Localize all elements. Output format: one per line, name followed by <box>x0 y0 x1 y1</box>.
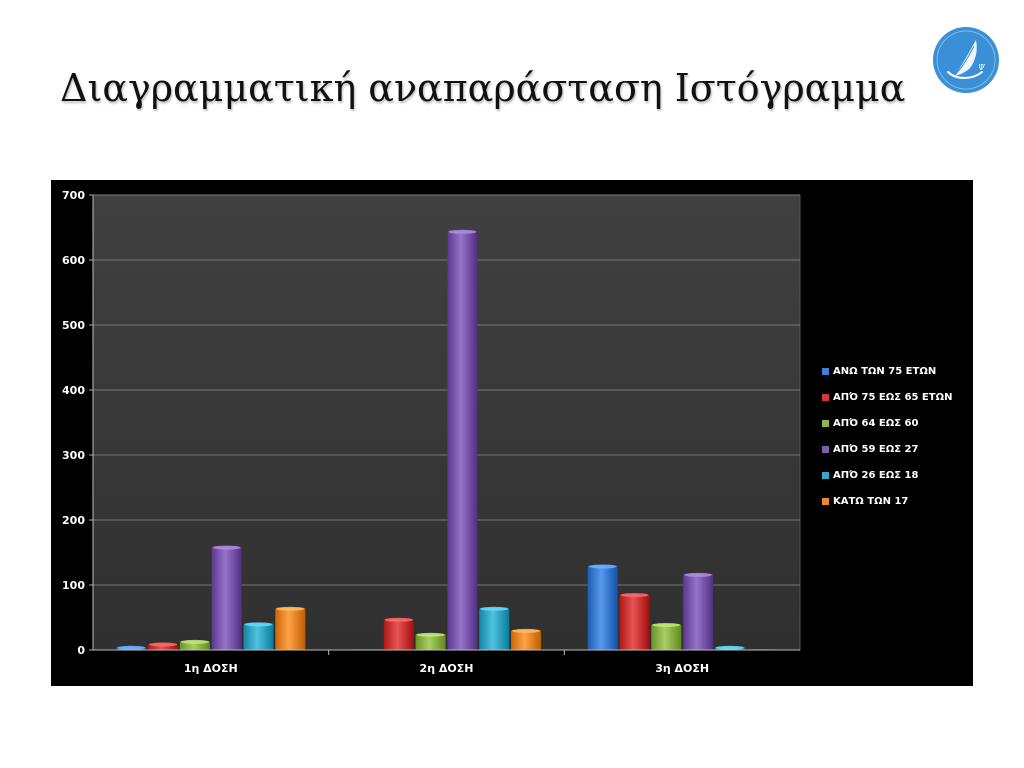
bar <box>243 623 274 650</box>
legend-item: ΑΠΌ 26 ΕΩΣ 18 <box>822 462 970 488</box>
bar <box>415 633 446 651</box>
slide-title: Διαγραμματική αναπαράσταση Ιστόγραμμα <box>60 66 906 110</box>
y-tick-label: 700 <box>62 189 85 202</box>
bar-highlight <box>276 606 305 611</box>
x-tick-label: 1η ΔΟΣΗ <box>184 662 238 675</box>
bar-highlight <box>588 564 617 569</box>
bar-highlight <box>117 645 146 650</box>
bar <box>383 618 414 650</box>
legend-item: ΑΠΌ 64 ΕΩΣ 60 <box>822 410 970 436</box>
bar-highlight <box>620 593 649 598</box>
bar-highlight <box>384 617 413 622</box>
legend-swatch <box>822 393 829 401</box>
legend-swatch <box>822 497 829 505</box>
legend-label: ΑΠΌ 26 ΕΩΣ 18 <box>833 469 919 481</box>
legend-label: ΑΠΌ 59 ΕΩΣ 27 <box>833 443 919 455</box>
legend-item: ΚΑΤΩ ΤΩΝ 17 <box>822 488 970 514</box>
bar <box>479 607 510 651</box>
bar <box>275 607 306 651</box>
x-tick-label: 3η ΔΟΣΗ <box>655 662 709 675</box>
y-tick-label: 300 <box>62 449 85 462</box>
chart-container: 0 100 200 300 400 500 600 700 1η ΔΟΣΗ 2η ΔΟΣΗ 3η Δ… <box>51 180 973 686</box>
bar <box>211 546 242 650</box>
y-tick-label: 100 <box>62 579 85 592</box>
y-tick-label: 400 <box>62 384 85 397</box>
bar <box>651 624 682 650</box>
bar-highlight <box>715 645 744 650</box>
bar-chart: 0 100 200 300 400 500 600 700 1η ΔΟΣΗ 2η ΔΟΣΗ 3η Δ… <box>62 189 801 675</box>
legend-item: ΑΠΌ 75 ΕΩΣ 65 ΕΤΩΝ <box>822 384 970 410</box>
quill-feather-icon: Ψ <box>933 27 999 93</box>
bar <box>683 573 714 650</box>
y-tick-label: 0 <box>77 644 85 657</box>
legend-swatch <box>822 445 829 453</box>
bar <box>619 594 650 650</box>
logo: Ψ <box>932 26 1000 94</box>
legend-label: ΚΑΤΩ ΤΩΝ 17 <box>833 495 909 507</box>
bar <box>447 230 478 651</box>
chart-legend: ΑΝΩ ΤΩΝ 75 ΕΤΩΝ ΑΠΌ 75 ΕΩΣ 65 ΕΤΩΝ ΑΠΌ 6… <box>822 358 970 514</box>
legend-label: ΑΠΌ 64 ΕΩΣ 60 <box>833 417 919 429</box>
legend-swatch <box>822 419 829 427</box>
y-tick-label: 200 <box>62 514 85 527</box>
legend-swatch <box>822 471 829 479</box>
bar-highlight <box>448 229 477 234</box>
legend-item: ΑΝΩ ΤΩΝ 75 ΕΤΩΝ <box>822 358 970 384</box>
bar-highlight <box>684 572 713 577</box>
bar-highlight <box>416 632 445 637</box>
x-tick-label: 2η ΔΟΣΗ <box>420 662 474 675</box>
bar-highlight <box>180 639 209 644</box>
bar-highlight <box>652 623 681 627</box>
y-tick-label: 600 <box>62 254 85 267</box>
bar-highlight <box>480 606 509 611</box>
plot-area <box>92 194 801 651</box>
legend-swatch <box>822 367 829 375</box>
y-tick-label: 500 <box>62 319 85 332</box>
bar-highlight <box>149 642 178 647</box>
bar-highlight <box>512 628 540 633</box>
legend-label: ΑΝΩ ΤΩΝ 75 ΕΤΩΝ <box>833 365 937 377</box>
legend-item: ΑΠΌ 59 ΕΩΣ 27 <box>822 436 970 462</box>
bar <box>587 565 618 650</box>
bar <box>511 629 541 650</box>
bar-highlight <box>212 545 241 550</box>
legend-label: ΑΠΌ 75 ΕΩΣ 65 ΕΤΩΝ <box>833 391 953 403</box>
svg-text:Ψ: Ψ <box>978 63 986 72</box>
bar-highlight <box>244 622 273 627</box>
